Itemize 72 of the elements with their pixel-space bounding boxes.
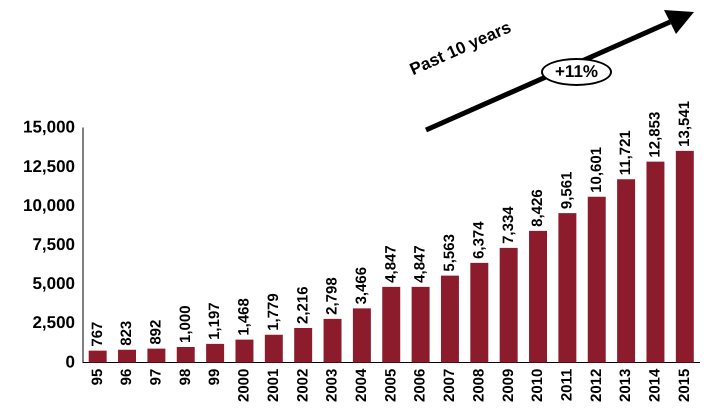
data-label: 1,779 [264, 293, 282, 331]
data-label: 6,374 [470, 220, 488, 259]
x-tick-label: 2013 [617, 368, 634, 402]
x-tick-label: 2008 [470, 368, 488, 402]
bar [235, 340, 254, 363]
x-tick-label: 2009 [500, 368, 517, 402]
data-label: 11,721 [617, 130, 634, 176]
bar [206, 344, 224, 363]
y-tick-label: 5,000 [32, 274, 75, 294]
data-label: 4,847 [412, 245, 429, 283]
data-label: 4,847 [382, 245, 400, 283]
x-tick-label: 99 [206, 368, 224, 386]
data-label: 1,468 [236, 298, 253, 336]
data-label: 2,216 [294, 286, 312, 324]
x-tick-label: 97 [148, 368, 165, 386]
data-label: 1,197 [206, 302, 224, 340]
x-tick-label: 2001 [264, 368, 282, 402]
bar [294, 328, 312, 363]
bar [500, 248, 518, 363]
bar [118, 350, 136, 363]
y-tick-label: 10,000 [22, 196, 75, 215]
bar [646, 162, 664, 363]
data-label: 5,563 [441, 234, 458, 272]
data-label: 8,426 [529, 189, 546, 227]
y-tick-label: 2,500 [32, 313, 75, 332]
x-tick-label: 2007 [441, 368, 458, 402]
bar [88, 350, 107, 363]
x-tick-label: 2010 [529, 368, 546, 402]
x-tick-label: 2004 [353, 368, 370, 402]
bar [617, 179, 636, 363]
data-label: 823 [118, 320, 136, 346]
x-tick-label: 96 [118, 368, 136, 386]
y-tick-label: 7,500 [32, 235, 75, 254]
data-label: 10,601 [588, 146, 605, 193]
data-label: 892 [148, 320, 165, 345]
x-tick-label: 2000 [236, 368, 253, 402]
x-tick-label: 2012 [588, 368, 605, 402]
x-tick-label: 2003 [324, 368, 341, 402]
bar [352, 308, 371, 363]
bar [324, 318, 342, 363]
bar [176, 346, 195, 363]
bar [470, 262, 488, 363]
bar [676, 150, 694, 363]
text: +11% [541, 58, 612, 86]
bar [382, 286, 400, 363]
bar [440, 276, 459, 363]
x-tick-label: 2005 [382, 368, 400, 402]
data-label: 13,541 [676, 100, 693, 147]
y-tick-label: 12,500 [22, 156, 75, 176]
text: Past 10 years [406, 18, 514, 80]
x-tick-label: 95 [88, 368, 106, 386]
bar [558, 213, 576, 363]
y-tick-label: 15,000 [22, 118, 75, 137]
data-label: 767 [88, 322, 106, 347]
data-label: 7,334 [500, 206, 517, 244]
bar [588, 196, 606, 363]
y-tick-label: 0 [66, 352, 75, 372]
x-tick-label: 2002 [294, 368, 312, 402]
data-label: 9,561 [558, 172, 576, 210]
data-label: 1,000 [176, 305, 194, 343]
x-tick-label: 98 [176, 368, 194, 386]
bar [412, 286, 430, 363]
x-tick-label: 2006 [412, 368, 429, 402]
bar [529, 230, 548, 363]
bar [147, 348, 166, 363]
data-label: 2,798 [324, 277, 341, 315]
data-label: 3,466 [353, 266, 370, 304]
x-tick-label: 2014 [646, 368, 664, 402]
x-tick-label: 2011 [558, 368, 576, 402]
bar [264, 334, 283, 363]
data-label: 12,853 [646, 112, 664, 158]
x-tick-label: 2015 [676, 368, 693, 402]
